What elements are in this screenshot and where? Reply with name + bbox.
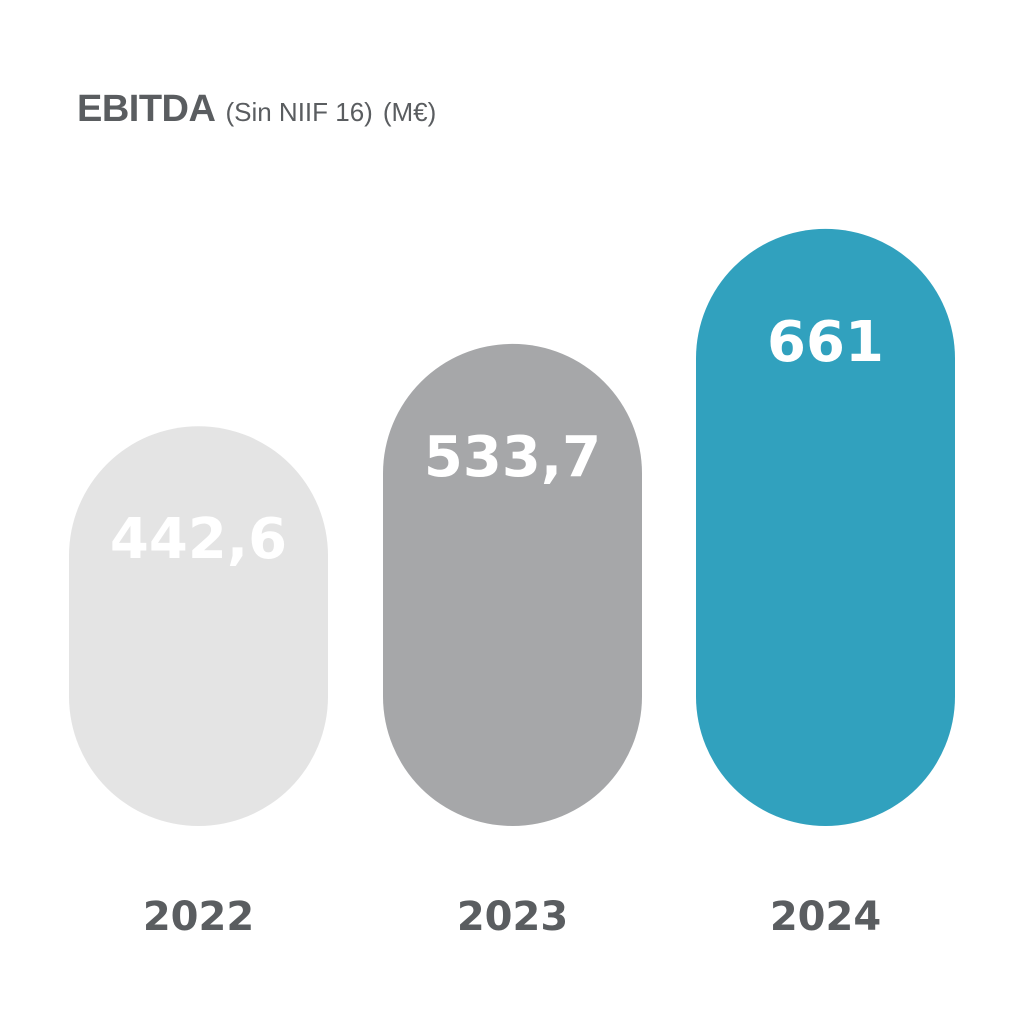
category-label-2024: 2024	[770, 894, 881, 940]
bar-2022	[69, 426, 328, 826]
chart-title: EBITDA	[77, 88, 216, 130]
chart-unit: (M€)	[382, 97, 437, 127]
value-label-2022: 442,6	[110, 507, 287, 572]
chart-title-block: EBITDA (Sin NIIF 16) (M€)	[77, 88, 436, 131]
value-label-2024: 661	[767, 310, 884, 375]
bar-2024	[696, 228, 955, 826]
bar-2023	[383, 343, 642, 826]
chart-subtitle: (Sin NIIF 16)	[225, 97, 373, 127]
value-label-2023: 533,7	[424, 425, 601, 490]
category-label-2022: 2022	[143, 894, 254, 940]
category-label-2023: 2023	[457, 894, 568, 940]
